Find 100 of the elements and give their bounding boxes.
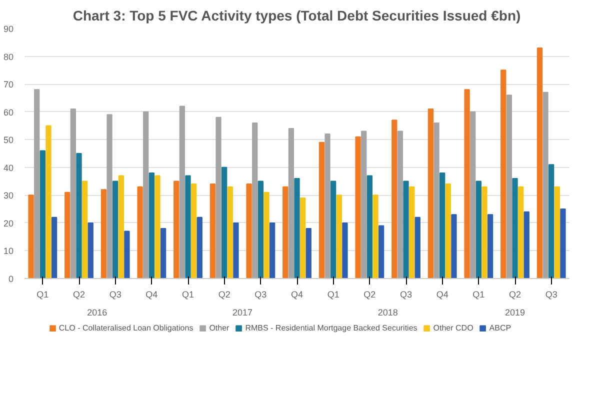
x-tick-label: Q4 xyxy=(146,290,158,300)
bar xyxy=(300,197,306,278)
bar xyxy=(524,211,530,278)
x-tick-label: Q2 xyxy=(508,290,522,300)
bar xyxy=(500,70,506,278)
x-tick-label: Q3 xyxy=(400,290,412,300)
bar xyxy=(82,180,88,278)
y-tick-label: 40 xyxy=(3,162,14,173)
bar xyxy=(330,180,336,278)
bar xyxy=(306,228,312,278)
bar xyxy=(434,122,440,278)
y-tick-label: 60 xyxy=(3,107,14,118)
bar xyxy=(318,142,325,278)
bar xyxy=(216,116,222,278)
x-tick-label: Q3 xyxy=(109,290,122,300)
chart-title: Chart 3: Top 5 FVC Activity types (Total Debt Securities Issued €bn) xyxy=(72,8,521,24)
bar xyxy=(106,114,112,278)
bar xyxy=(554,186,560,278)
bar xyxy=(185,175,191,278)
bar xyxy=(46,125,52,278)
bar xyxy=(233,222,239,278)
x-tick-label: Q1 xyxy=(327,290,340,300)
bar xyxy=(174,180,180,278)
y-tick-label: 30 xyxy=(3,190,14,201)
bar xyxy=(361,130,367,278)
bar xyxy=(548,164,554,278)
bar xyxy=(397,130,404,278)
bar xyxy=(112,180,118,278)
bar xyxy=(154,175,160,278)
legend-label: ABCP xyxy=(489,324,512,332)
bar xyxy=(28,194,34,278)
bar xyxy=(222,166,228,278)
bar xyxy=(137,186,143,278)
bar xyxy=(143,111,149,278)
bar xyxy=(355,136,361,278)
legend-label: Other CDO xyxy=(433,324,474,332)
legend-label: Other xyxy=(209,324,230,332)
bar xyxy=(392,120,398,278)
bar xyxy=(179,106,186,278)
bar xyxy=(542,92,548,278)
bar xyxy=(440,172,446,278)
bar xyxy=(487,214,494,278)
x-tick-label: Q3 xyxy=(545,290,558,300)
bar xyxy=(408,186,415,278)
bar xyxy=(40,150,46,278)
bar xyxy=(536,47,543,278)
bar xyxy=(464,89,470,278)
bar xyxy=(518,186,524,278)
bar xyxy=(282,186,288,278)
bar xyxy=(227,186,233,278)
bar xyxy=(34,89,40,278)
bar xyxy=(264,192,270,278)
bar xyxy=(51,216,58,278)
bar xyxy=(210,184,216,278)
text: 2017 xyxy=(232,308,253,318)
bar xyxy=(294,178,300,278)
bar xyxy=(342,222,348,278)
x-tick-label: Q2 xyxy=(72,290,86,300)
bar xyxy=(324,134,330,278)
bar xyxy=(476,180,482,278)
y-tick-label: 50 xyxy=(3,135,14,146)
legend-label: RMBS - Residential Mortgage Backed Securities xyxy=(245,324,418,332)
bar xyxy=(252,122,258,278)
bar xyxy=(445,184,451,278)
x-tick-label: Q1 xyxy=(36,290,49,300)
text: 2018 xyxy=(378,308,398,318)
bar xyxy=(482,186,488,278)
y-tick-label: 0 xyxy=(8,274,14,284)
bar xyxy=(378,225,384,278)
x-tick-label: Q2 xyxy=(218,290,230,300)
bar xyxy=(190,184,197,278)
bar xyxy=(88,222,94,278)
bar xyxy=(100,189,107,278)
bar xyxy=(414,216,420,278)
x-tick-label: Q1 xyxy=(182,290,194,300)
bar xyxy=(160,228,166,278)
bar xyxy=(506,94,512,278)
text: 2016 xyxy=(87,308,108,318)
bar xyxy=(246,184,252,278)
x-tick-label: Q2 xyxy=(364,290,376,300)
bar xyxy=(512,178,518,278)
bar xyxy=(470,111,476,278)
x-tick-label: Q4 xyxy=(436,290,448,300)
bar xyxy=(269,222,276,278)
bar xyxy=(288,128,294,278)
text: 2019 xyxy=(504,308,526,318)
y-tick-label: 20 xyxy=(3,218,14,228)
legend-label: CLO - Collateralised Loan Obligations xyxy=(58,324,194,332)
bar xyxy=(196,216,202,278)
bar xyxy=(366,175,372,278)
bar xyxy=(70,108,76,278)
bar xyxy=(124,230,130,278)
bar xyxy=(258,180,264,278)
x-tick-label: Q1 xyxy=(472,290,485,300)
bar xyxy=(118,175,124,278)
bar xyxy=(64,192,70,278)
y-tick-label: 10 xyxy=(3,246,14,256)
x-tick-label: Q3 xyxy=(254,290,267,300)
y-tick-label: 80 xyxy=(3,52,14,62)
bar xyxy=(428,108,434,278)
